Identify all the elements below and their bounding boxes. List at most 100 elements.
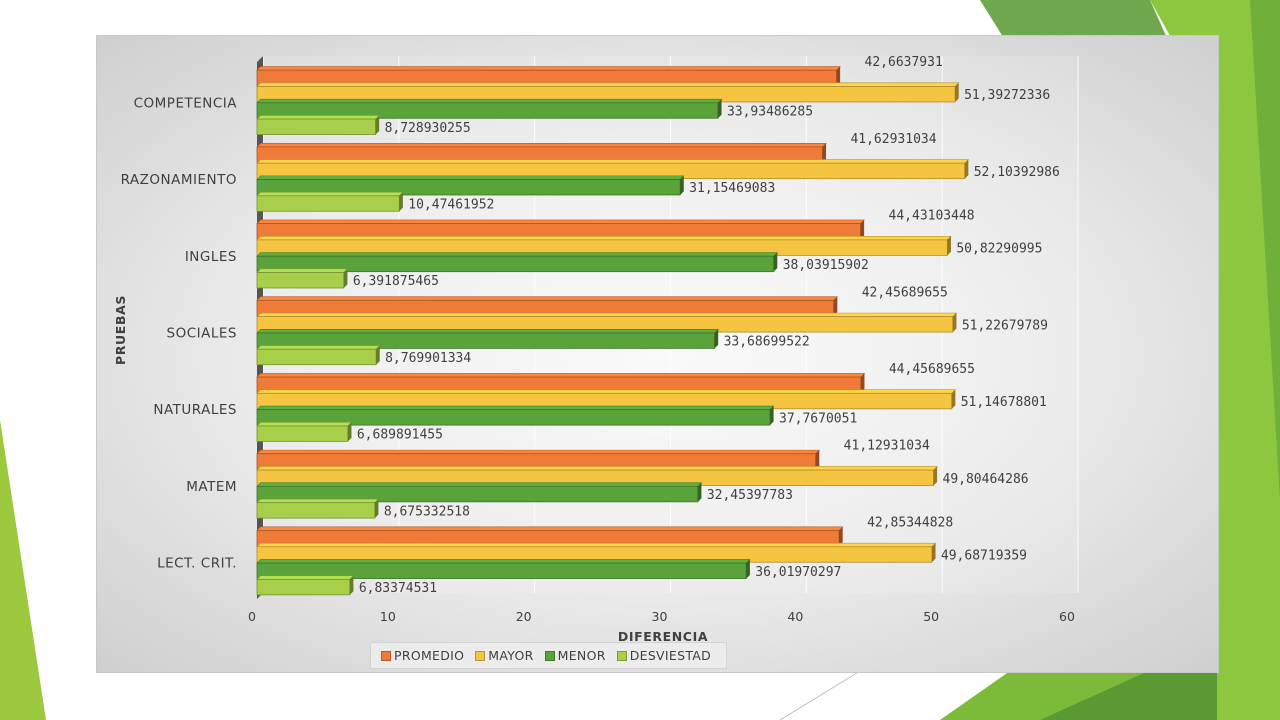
category-label: SOCIALES	[167, 326, 237, 342]
bars-layer	[256, 66, 970, 596]
bar-top-face	[256, 405, 775, 410]
bar-end-face	[714, 329, 719, 349]
bar-front-face	[256, 118, 376, 135]
data-label: 37,7670051	[779, 411, 857, 426]
bar-top-face	[256, 328, 719, 334]
bar-top-face	[256, 559, 751, 564]
bar-top-face	[256, 526, 844, 531]
bar-end-face	[343, 268, 348, 288]
bar-promedio	[256, 219, 865, 240]
legend-item-desviestad: DESVIESTAD	[616, 648, 712, 663]
data-label: 38,03915902	[783, 258, 869, 273]
data-label: 8,728930255	[385, 121, 471, 136]
bar-front-face	[256, 502, 376, 519]
labels-layer: 42,6637931 51,39272336 33,93486285 8,728930…	[353, 55, 1060, 596]
data-label: 49,68719359	[941, 548, 1027, 563]
data-label: 6,689891455	[357, 428, 443, 443]
bar-end-face	[933, 466, 938, 486]
data-label: 42,45689655	[862, 285, 948, 300]
bar-end-face	[860, 219, 865, 240]
bar-top-face	[256, 98, 723, 104]
bar-front-face	[256, 272, 345, 289]
bar-end-face	[955, 82, 959, 102]
deco-shape-right-light	[1150, 0, 1280, 720]
bar-promedio	[256, 142, 827, 163]
bar-end-face	[374, 499, 379, 519]
bar-mayor	[256, 235, 952, 256]
data-label: 8,675332518	[384, 504, 470, 519]
bar-menor	[256, 328, 719, 349]
bar-top-face	[256, 235, 952, 241]
data-label: 50,82290995	[956, 242, 1042, 257]
legend-swatch	[381, 650, 391, 661]
bar-top-face	[256, 142, 827, 148]
bar-desviestad	[256, 575, 355, 596]
bar-front-face	[256, 195, 400, 212]
x-tick-label: 30	[652, 609, 668, 624]
x-axis-title: DIFERENCIA	[618, 629, 708, 644]
bar-mayor	[256, 542, 937, 563]
x-tick-label: 40	[787, 609, 803, 624]
bar-mayor	[256, 82, 960, 103]
legend-label: MENOR	[557, 648, 606, 663]
bar-end-face	[746, 559, 750, 579]
bar-end-face	[815, 450, 820, 470]
bar-end-face	[947, 236, 951, 256]
bar-promedio	[256, 373, 866, 393]
x-tick-label: 20	[516, 609, 532, 624]
legend-label: DESVIESTAD	[629, 648, 712, 663]
y-axis-title: PRUEBAS	[113, 295, 128, 365]
x-tick-label: 60	[1059, 609, 1075, 624]
bar-top-face	[256, 82, 960, 87]
legend-item-mayor: MAYOR	[475, 648, 533, 663]
bar-top-face	[256, 191, 404, 197]
chart-panel: 42,6637931 51,39272336 33,93486285 8,728930…	[96, 35, 1219, 673]
bar-top-face	[256, 66, 841, 71]
bar-top-face	[256, 268, 349, 273]
bar-top-face	[256, 159, 970, 164]
axis-layer: DIFERENCIA PRUEBAS 0 10 20 30 40 50 60 COMPETEN…	[113, 95, 1075, 644]
data-label: 10,47461952	[408, 198, 494, 213]
data-label: 32,45397783	[707, 488, 793, 503]
bar-top-face	[256, 466, 938, 471]
legend-item-promedio: PROMEDIO	[381, 648, 464, 663]
bar-top-face	[256, 115, 380, 120]
bar-desviestad	[256, 191, 404, 212]
bar-menor	[256, 98, 723, 119]
bar-end-face	[860, 373, 865, 393]
data-label: 42,85344828	[867, 515, 953, 530]
bar-end-face	[952, 313, 957, 333]
bar-desviestad	[256, 268, 349, 289]
data-label: 6,391875465	[353, 274, 439, 289]
bar-top-face	[256, 175, 685, 180]
data-label: 33,68699522	[724, 335, 810, 350]
bar-end-face	[349, 575, 354, 595]
bar-end-face	[347, 422, 352, 442]
bar-desviestad	[256, 345, 381, 366]
data-label: 49,80464286	[943, 472, 1029, 487]
bar-end-face	[376, 345, 380, 365]
bar-end-face	[964, 159, 969, 179]
data-label: 36,01970297	[755, 565, 841, 580]
category-label: LECT. CRIT.	[157, 556, 237, 572]
bar-end-face	[717, 99, 722, 119]
bar-mayor	[256, 159, 970, 180]
bar-promedio	[256, 296, 839, 317]
bar-top-face	[256, 312, 958, 317]
bar-front-face	[256, 348, 377, 366]
bar-end-face	[773, 252, 778, 272]
data-label: 41,12931034	[844, 439, 930, 454]
deco-shape-left-green	[0, 420, 46, 720]
bar-menor	[256, 175, 685, 196]
bar-mayor	[256, 466, 938, 486]
category-label: NATURALES	[153, 402, 237, 418]
bar-end-face	[951, 389, 956, 409]
bar-top-face	[256, 296, 839, 301]
bar-top-face	[256, 373, 866, 378]
bar-menor	[256, 252, 779, 273]
bar-end-face	[836, 66, 841, 86]
category-label: MATEM	[186, 479, 237, 495]
category-label: COMPETENCIA	[134, 95, 238, 111]
bar-menor	[256, 559, 751, 579]
bar-end-face	[680, 175, 684, 195]
